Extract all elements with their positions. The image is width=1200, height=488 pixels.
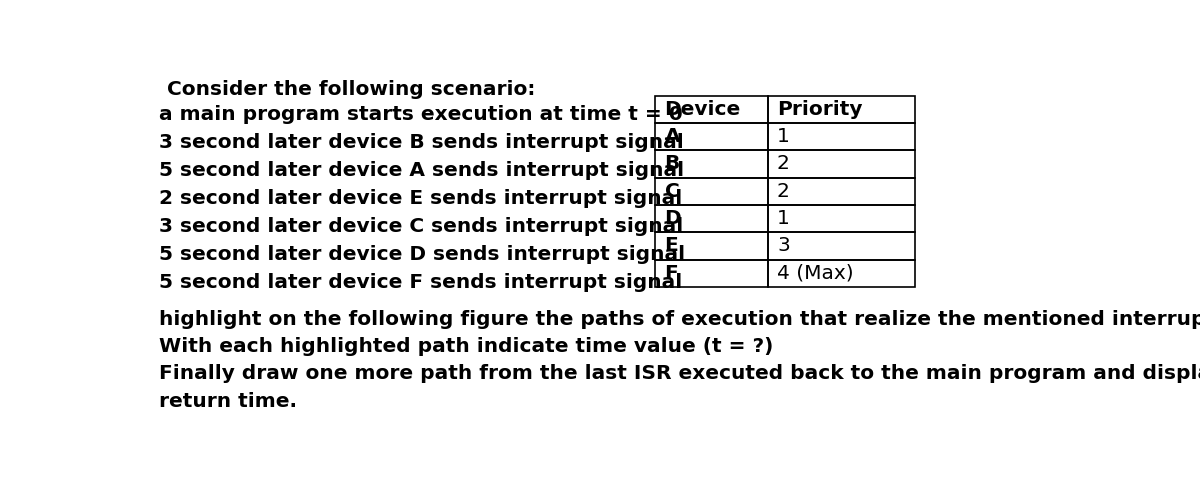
Text: 2: 2 (776, 182, 790, 201)
Text: D: D (665, 209, 682, 228)
Text: Device: Device (665, 100, 740, 119)
Text: 5 second later device A sends interrupt signal: 5 second later device A sends interrupt … (160, 161, 684, 180)
Text: 2 second later device E sends interrupt signal: 2 second later device E sends interrupt … (160, 189, 683, 208)
Text: With each highlighted path indicate time value (t = ?): With each highlighted path indicate time… (160, 337, 774, 356)
Bar (655, 150, 768, 178)
Text: a main program starts execution at time t = 0: a main program starts execution at time … (160, 105, 683, 124)
Text: Finally draw one more path from the last ISR executed back to the main program a: Finally draw one more path from the last… (160, 364, 1200, 383)
Text: B: B (665, 154, 680, 173)
Text: 5 second later device D sends interrupt signal: 5 second later device D sends interrupt … (160, 245, 685, 264)
Text: Consider the following scenario:: Consider the following scenario: (167, 80, 535, 99)
Bar (768, 260, 914, 287)
Bar (768, 178, 914, 205)
Bar (655, 232, 768, 260)
Text: E: E (665, 236, 678, 255)
Bar (655, 123, 768, 150)
Bar (768, 150, 914, 178)
Text: highlight on the following figure the paths of execution that realize the mentio: highlight on the following figure the pa… (160, 309, 1200, 328)
Text: 3 second later device C sends interrupt signal: 3 second later device C sends interrupt … (160, 217, 684, 236)
Bar (768, 96, 914, 123)
Text: C: C (665, 182, 679, 201)
Bar (655, 178, 768, 205)
Bar (768, 232, 914, 260)
Bar (655, 96, 768, 123)
Bar (655, 205, 768, 232)
Text: 5 second later device F sends interrupt signal: 5 second later device F sends interrupt … (160, 273, 683, 292)
Text: F: F (665, 264, 678, 283)
Text: 4 (Max): 4 (Max) (776, 264, 853, 283)
Text: 2: 2 (776, 154, 790, 173)
Text: 3: 3 (776, 236, 790, 255)
Text: 1: 1 (776, 127, 790, 146)
Text: Priority: Priority (776, 100, 863, 119)
Bar (768, 123, 914, 150)
Text: A: A (665, 127, 680, 146)
Text: 3 second later device B sends interrupt signal: 3 second later device B sends interrupt … (160, 133, 684, 152)
Text: 1: 1 (776, 209, 790, 228)
Bar (768, 205, 914, 232)
Text: return time.: return time. (160, 391, 298, 410)
Bar (655, 260, 768, 287)
